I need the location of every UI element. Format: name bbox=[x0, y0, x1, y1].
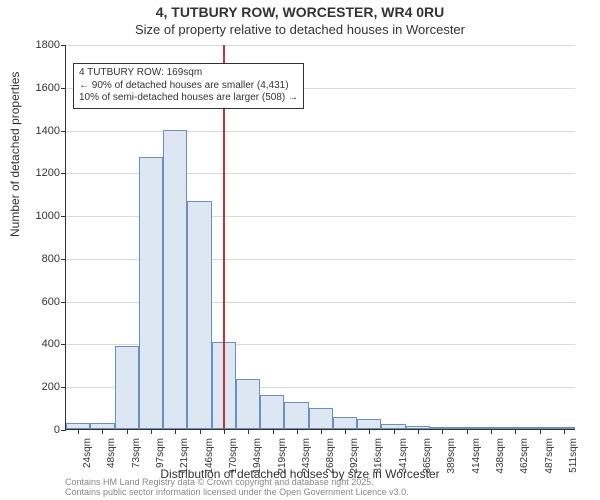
x-tick bbox=[515, 429, 516, 434]
x-tick-label: 170sqm bbox=[228, 438, 239, 478]
y-tick-label: 200 bbox=[42, 381, 60, 393]
x-tick bbox=[248, 429, 249, 434]
histogram-bar bbox=[260, 395, 284, 429]
annotation-box: 4 TUTBURY ROW: 169sqm ← 90% of detached … bbox=[73, 63, 304, 109]
x-tick-label: 48sqm bbox=[106, 438, 117, 478]
x-tick-label: 268sqm bbox=[325, 438, 336, 478]
x-tick bbox=[394, 429, 395, 434]
x-tick bbox=[442, 429, 443, 434]
x-tick bbox=[369, 429, 370, 434]
y-tick-label: 800 bbox=[42, 253, 60, 265]
y-tick-label: 1800 bbox=[36, 39, 60, 51]
y-tick bbox=[61, 344, 66, 345]
histogram-bar bbox=[236, 379, 260, 429]
histogram-bar bbox=[454, 427, 478, 429]
y-tick-label: 1600 bbox=[36, 82, 60, 94]
x-tick-label: 97sqm bbox=[155, 438, 166, 478]
x-tick-label: 316sqm bbox=[373, 438, 384, 478]
gridline bbox=[66, 131, 575, 132]
annotation-line: 10% of semi-detached houses are larger (… bbox=[79, 92, 298, 105]
y-tick bbox=[61, 45, 66, 46]
x-tick-label: 146sqm bbox=[204, 438, 215, 478]
x-tick bbox=[127, 429, 128, 434]
x-tick-label: 389sqm bbox=[446, 438, 457, 478]
x-tick bbox=[564, 429, 565, 434]
x-tick-label: 365sqm bbox=[422, 438, 433, 478]
y-tick-label: 0 bbox=[54, 424, 60, 436]
y-tick-label: 1200 bbox=[36, 167, 60, 179]
y-tick bbox=[61, 173, 66, 174]
footer-credits: Contains HM Land Registry data © Crown c… bbox=[65, 478, 409, 498]
x-tick-label: 243sqm bbox=[301, 438, 312, 478]
annotation-line: 4 TUTBURY ROW: 169sqm bbox=[79, 67, 298, 80]
x-tick-label: 414sqm bbox=[471, 438, 482, 478]
x-tick bbox=[491, 429, 492, 434]
x-tick-label: 219sqm bbox=[277, 438, 288, 478]
footer-line: Contains public sector information licen… bbox=[65, 488, 409, 498]
x-tick-label: 24sqm bbox=[82, 438, 93, 478]
histogram-bar bbox=[187, 201, 211, 429]
x-tick-label: 194sqm bbox=[252, 438, 263, 478]
x-tick-label: 462sqm bbox=[519, 438, 530, 478]
x-tick-label: 487sqm bbox=[544, 438, 555, 478]
y-tick-label: 1400 bbox=[36, 125, 60, 137]
histogram-bar bbox=[115, 346, 139, 429]
histogram-bar bbox=[357, 419, 381, 429]
x-tick-label: 438sqm bbox=[495, 438, 506, 478]
x-tick bbox=[102, 429, 103, 434]
page-subtitle: Size of property relative to detached ho… bbox=[0, 22, 600, 37]
y-tick-label: 1000 bbox=[36, 210, 60, 222]
histogram-bar bbox=[139, 157, 163, 429]
gridline bbox=[66, 45, 575, 46]
x-tick-label: 341sqm bbox=[398, 438, 409, 478]
y-axis-label: Number of detached properties bbox=[8, 72, 22, 237]
y-tick-label: 400 bbox=[42, 338, 60, 350]
x-tick-label: 121sqm bbox=[179, 438, 190, 478]
histogram-plot: 4 TUTBURY ROW: 169sqm ← 90% of detached … bbox=[65, 45, 575, 430]
y-tick bbox=[61, 387, 66, 388]
x-tick bbox=[200, 429, 201, 434]
x-tick-label: 73sqm bbox=[131, 438, 142, 478]
histogram-bar bbox=[527, 427, 551, 429]
y-tick bbox=[61, 302, 66, 303]
x-tick bbox=[273, 429, 274, 434]
annotation-line: ← 90% of detached houses are smaller (4,… bbox=[79, 80, 298, 93]
page-title: 4, TUTBURY ROW, WORCESTER, WR4 0RU bbox=[0, 4, 600, 20]
histogram-bar bbox=[284, 402, 308, 429]
x-tick bbox=[540, 429, 541, 434]
x-tick bbox=[321, 429, 322, 434]
histogram-bar bbox=[309, 408, 333, 429]
histogram-bar bbox=[333, 417, 357, 429]
x-tick bbox=[224, 429, 225, 434]
x-tick bbox=[78, 429, 79, 434]
y-tick bbox=[61, 131, 66, 132]
x-tick bbox=[175, 429, 176, 434]
x-tick bbox=[467, 429, 468, 434]
y-tick bbox=[61, 88, 66, 89]
x-tick bbox=[345, 429, 346, 434]
x-tick bbox=[418, 429, 419, 434]
y-tick bbox=[61, 430, 66, 431]
x-tick-label: 292sqm bbox=[349, 438, 360, 478]
y-tick bbox=[61, 216, 66, 217]
x-tick bbox=[151, 429, 152, 434]
x-tick-label: 511sqm bbox=[568, 438, 579, 478]
x-tick bbox=[297, 429, 298, 434]
y-tick bbox=[61, 259, 66, 260]
histogram-bar bbox=[163, 130, 187, 429]
y-tick-label: 600 bbox=[42, 296, 60, 308]
